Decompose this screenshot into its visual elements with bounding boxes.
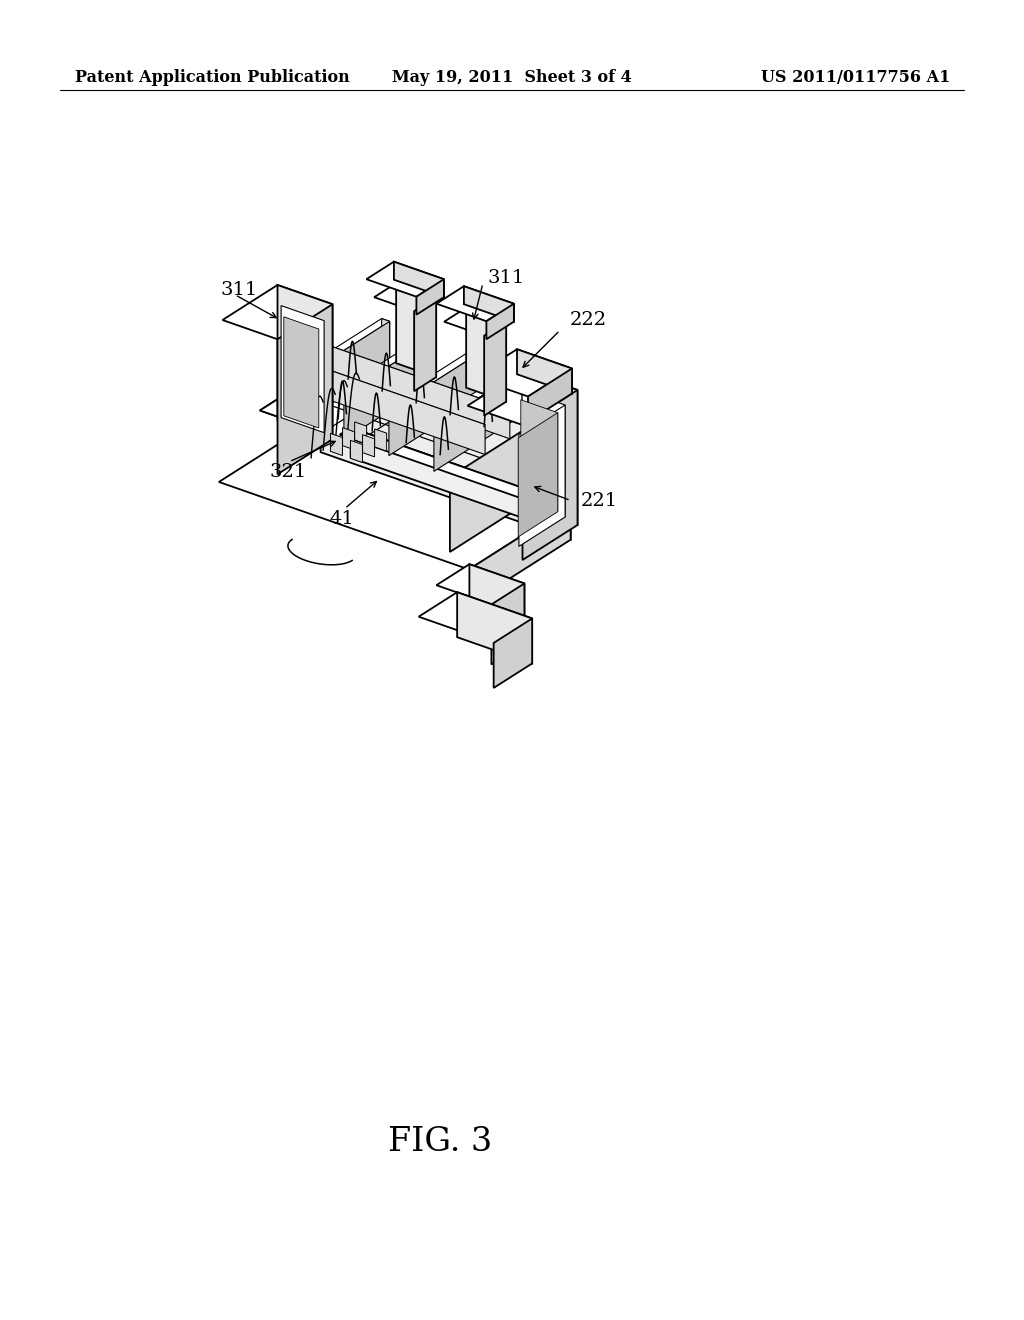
Polygon shape	[469, 564, 524, 643]
Polygon shape	[381, 350, 479, 411]
Polygon shape	[436, 286, 514, 321]
Polygon shape	[284, 317, 318, 428]
Polygon shape	[522, 389, 565, 517]
Polygon shape	[427, 334, 434, 381]
Polygon shape	[374, 284, 436, 312]
Polygon shape	[222, 285, 333, 339]
Polygon shape	[444, 308, 506, 335]
Text: 321: 321	[269, 463, 306, 480]
Polygon shape	[517, 366, 524, 413]
Polygon shape	[417, 280, 443, 314]
Polygon shape	[343, 428, 354, 450]
Polygon shape	[484, 322, 506, 416]
Text: 221: 221	[581, 491, 617, 510]
Polygon shape	[260, 352, 541, 477]
Polygon shape	[468, 371, 578, 425]
Polygon shape	[278, 285, 333, 440]
Text: 41: 41	[330, 510, 354, 528]
Polygon shape	[469, 504, 570, 605]
Polygon shape	[350, 352, 541, 494]
Polygon shape	[344, 337, 434, 440]
Polygon shape	[464, 286, 514, 322]
Polygon shape	[321, 417, 570, 540]
Polygon shape	[354, 422, 367, 444]
Polygon shape	[282, 306, 325, 433]
Polygon shape	[522, 389, 578, 560]
Text: Patent Application Publication: Patent Application Publication	[75, 69, 350, 86]
Polygon shape	[492, 583, 524, 664]
Polygon shape	[486, 304, 514, 339]
Polygon shape	[436, 564, 524, 605]
Polygon shape	[382, 318, 390, 367]
Polygon shape	[473, 350, 572, 396]
Polygon shape	[521, 400, 558, 512]
Polygon shape	[522, 371, 578, 525]
Polygon shape	[414, 297, 436, 391]
Polygon shape	[219, 417, 570, 569]
Text: 311: 311	[487, 269, 525, 288]
Polygon shape	[396, 284, 436, 378]
Polygon shape	[519, 405, 565, 546]
Polygon shape	[517, 350, 572, 393]
Polygon shape	[450, 420, 541, 552]
Polygon shape	[340, 428, 541, 502]
Polygon shape	[295, 358, 485, 454]
Polygon shape	[299, 321, 390, 424]
Polygon shape	[434, 368, 524, 471]
Polygon shape	[319, 342, 510, 438]
Polygon shape	[426, 366, 524, 426]
Polygon shape	[350, 441, 362, 462]
Polygon shape	[278, 304, 333, 474]
Polygon shape	[389, 352, 479, 455]
Polygon shape	[367, 261, 443, 297]
Polygon shape	[419, 593, 532, 643]
Polygon shape	[472, 350, 479, 397]
Polygon shape	[457, 593, 532, 664]
Polygon shape	[394, 261, 443, 297]
Polygon shape	[494, 619, 532, 688]
Polygon shape	[336, 334, 434, 395]
Polygon shape	[518, 413, 558, 537]
Polygon shape	[528, 368, 572, 421]
Polygon shape	[291, 318, 390, 379]
Polygon shape	[291, 358, 485, 428]
Polygon shape	[450, 420, 541, 552]
Polygon shape	[260, 352, 541, 477]
Polygon shape	[375, 429, 387, 451]
Text: 222: 222	[570, 312, 607, 329]
Text: 311: 311	[220, 281, 257, 298]
Text: US 2011/0117756 A1: US 2011/0117756 A1	[761, 69, 950, 86]
Polygon shape	[350, 352, 541, 494]
Polygon shape	[331, 433, 342, 455]
Polygon shape	[315, 342, 510, 412]
Polygon shape	[362, 434, 375, 457]
Text: FIG. 3: FIG. 3	[388, 1126, 493, 1158]
Polygon shape	[466, 308, 506, 401]
Polygon shape	[350, 428, 541, 524]
Text: May 19, 2011  Sheet 3 of 4: May 19, 2011 Sheet 3 of 4	[392, 69, 632, 86]
